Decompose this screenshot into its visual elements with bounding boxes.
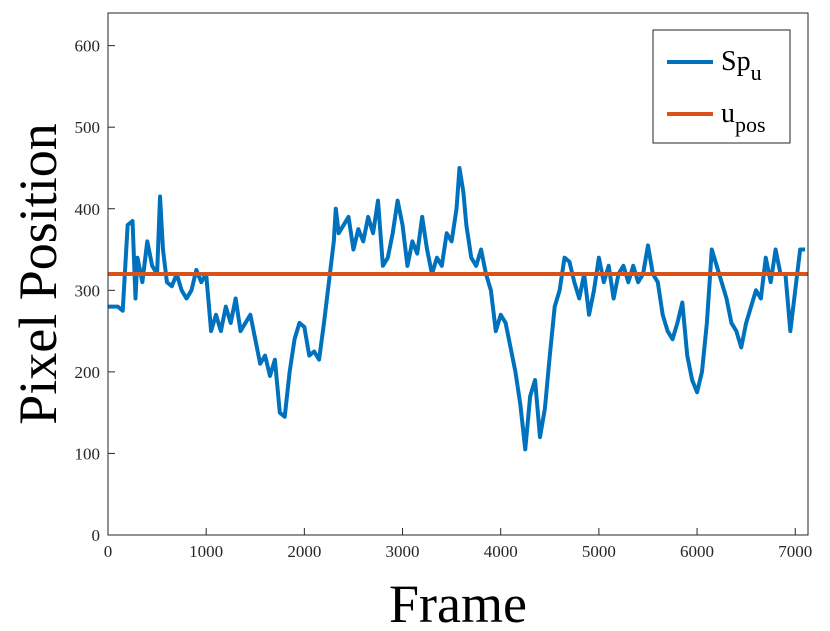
y-axis-label: Pixel Position xyxy=(8,123,68,425)
y-tick-label: 500 xyxy=(75,118,101,137)
x-tick-label: 4000 xyxy=(484,542,518,561)
y-tick-label: 200 xyxy=(75,363,101,382)
y-tick-label: 0 xyxy=(92,526,101,545)
x-tick-label: 2000 xyxy=(287,542,321,561)
y-tick-label: 300 xyxy=(75,281,101,300)
plot-frame xyxy=(107,12,809,536)
y-tick-label: 600 xyxy=(75,37,101,56)
y-tick-label: 100 xyxy=(75,444,101,463)
x-tick-label: 6000 xyxy=(680,542,714,561)
legend-box xyxy=(652,29,791,144)
x-tick-label: 3000 xyxy=(386,542,420,561)
data-line xyxy=(108,165,806,452)
x-tick-label: 5000 xyxy=(582,542,616,561)
x-tick-label: 0 xyxy=(104,542,113,561)
x-tick-label: 7000 xyxy=(778,542,812,561)
y-tick-label: 400 xyxy=(75,200,101,219)
x-tick-label: 1000 xyxy=(189,542,223,561)
x-axis-label: Frame xyxy=(389,574,527,631)
